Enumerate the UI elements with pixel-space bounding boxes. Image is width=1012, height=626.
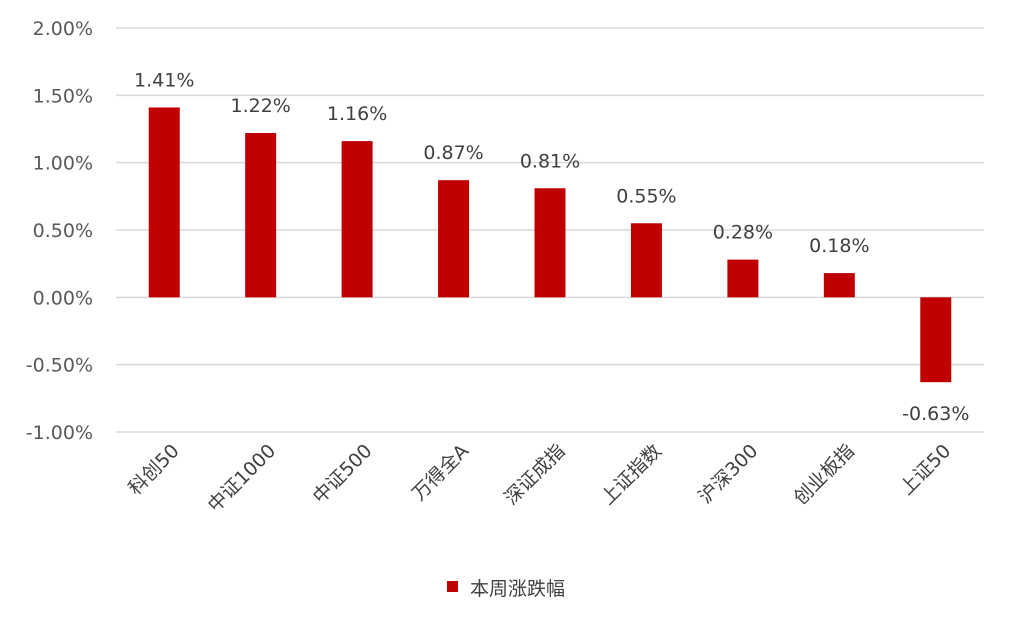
x-tick-label: 中证500: [309, 440, 377, 508]
data-label: 0.55%: [616, 185, 676, 207]
x-tick-label: 上证指数: [597, 440, 666, 509]
bar: [245, 133, 277, 298]
y-tick-label: 1.50%: [33, 85, 93, 107]
y-tick-label: 1.00%: [33, 153, 93, 175]
bar: [148, 107, 180, 298]
data-label: -0.63%: [902, 403, 969, 425]
legend: 本周涨跌幅: [0, 574, 1012, 601]
data-label: 0.18%: [809, 235, 869, 257]
data-label: 1.41%: [134, 69, 194, 91]
bar: [920, 297, 952, 383]
bar: [630, 223, 662, 298]
bar: [823, 273, 855, 298]
legend-swatch: [446, 581, 458, 592]
y-tick-label: 0.50%: [33, 220, 93, 242]
x-tick-label: 深证成指: [500, 440, 569, 509]
bar: [341, 141, 373, 298]
x-tick-label: 中证1000: [204, 440, 281, 517]
bar: [438, 180, 470, 298]
y-tick-label: -1.00%: [26, 422, 93, 444]
x-tick-label: 万得全A: [408, 440, 473, 505]
legend-label: 本周涨跌幅: [470, 578, 566, 600]
x-tick-label: 沪深300: [694, 440, 762, 508]
y-tick-label: 0.00%: [33, 287, 93, 309]
bar: [534, 188, 566, 298]
data-label: 1.22%: [230, 95, 290, 117]
y-tick-label: 2.00%: [33, 18, 93, 40]
x-tick-label: 创业板指: [790, 440, 859, 509]
x-tick-label: 上证50: [896, 440, 956, 500]
data-label: 1.16%: [327, 103, 387, 125]
bar: [727, 259, 759, 298]
data-label: 0.81%: [520, 150, 580, 172]
data-label: 0.87%: [423, 142, 483, 164]
data-label: 0.28%: [713, 222, 773, 244]
x-tick-label: 科创50: [124, 440, 184, 500]
y-tick-label: -0.50%: [26, 355, 93, 377]
